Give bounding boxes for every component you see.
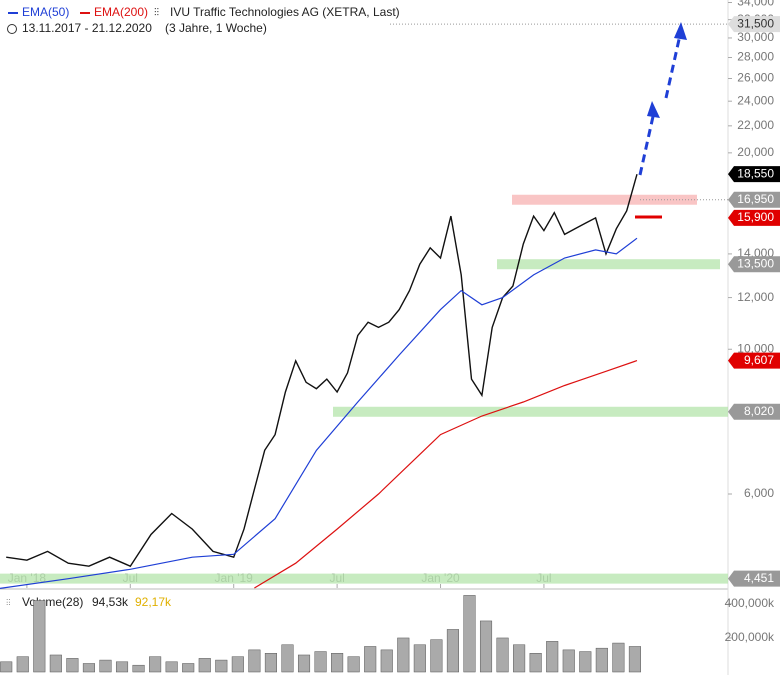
price-tag (728, 191, 780, 208)
y-tick-label: 26,000 (737, 71, 774, 85)
ema-line (0, 237, 638, 589)
y-tick-label: 6,000 (744, 486, 774, 500)
volume-now: 94,53k (92, 595, 129, 609)
clock-icon (7, 24, 17, 34)
volume-bar (314, 651, 327, 673)
y-tick-label: 200,000k (725, 630, 775, 644)
volume-bar (182, 663, 195, 673)
y-tick-label: 12,000 (737, 290, 774, 304)
volume-bar (562, 649, 575, 673)
price-tag (728, 403, 780, 420)
price-tag-label: 13,500 (737, 256, 774, 270)
volume-bar (496, 637, 509, 673)
legend-label: EMA(50) (22, 5, 69, 19)
price-tag-label: 8,020 (744, 404, 774, 418)
price-tag-label: 4,451 (744, 571, 774, 585)
volume-bar (49, 654, 62, 673)
price-tag (728, 352, 780, 369)
volume-bar (165, 661, 178, 673)
volume-bar (513, 644, 526, 673)
volume-bar (16, 656, 29, 673)
volume-bar (331, 653, 344, 673)
chart-title: IVU Traffic Technologies AG (XETRA, Last… (170, 5, 400, 19)
volume-bar (546, 641, 559, 673)
volume-bar (264, 653, 277, 673)
volume-bar (628, 646, 641, 673)
volume-bar (66, 658, 79, 673)
price-tag-label: 16,950 (737, 192, 774, 206)
y-tick-label: 10,000 (737, 341, 774, 355)
volume-bar (132, 664, 145, 673)
volume-bar (198, 658, 211, 673)
support-zone (497, 259, 720, 270)
volume-bar (595, 647, 608, 673)
volume-bar (364, 646, 377, 673)
volume-bar (33, 600, 46, 673)
volume-bar (579, 651, 592, 673)
volume-icon: ⫶⫶ (6, 597, 11, 607)
price-tag-label: 31,500 (737, 16, 774, 30)
y-tick-label: 22,000 (737, 118, 774, 132)
volume-bar (149, 656, 162, 673)
period: (3 Jahre, 1 Woche) (165, 21, 267, 35)
price-tag (728, 16, 780, 33)
price-tag-label: 15,900 (737, 210, 774, 224)
volume-bar (380, 649, 393, 673)
y-tick-label: 24,000 (737, 93, 774, 107)
legend-icon: ⫶⫶ (154, 8, 159, 19)
volume-bar (479, 620, 493, 673)
volume-bar (99, 659, 112, 673)
volume-bar (281, 644, 294, 673)
arrow-head (674, 22, 687, 40)
volume-bar (397, 637, 410, 673)
y-tick-label: 30,000 (737, 30, 774, 44)
volume-avg: 92,17k (135, 595, 172, 609)
support-zone (333, 406, 728, 417)
price-tag (728, 256, 780, 273)
forecast-arrow (664, 34, 682, 99)
y-tick-label: 20,000 (737, 145, 774, 159)
volume-bar (413, 644, 426, 673)
ema-line (254, 360, 638, 589)
volume-bar (82, 663, 95, 673)
volume-bar (612, 642, 625, 673)
volume-bar (231, 656, 244, 673)
y-tick-label: 34,000 (737, 0, 774, 9)
volume-bar (297, 654, 311, 673)
price-tag (728, 166, 780, 183)
support-zone (512, 194, 697, 205)
forecast-arrow (638, 111, 656, 176)
volume-bar (0, 661, 13, 673)
legend-label: EMA(200) (94, 5, 148, 19)
volume-bar (529, 653, 542, 673)
subtitle: 13.11.2017 - 21.12.2020 (22, 21, 152, 35)
volume-bar (215, 659, 228, 673)
support-zone (0, 573, 728, 584)
volume-bar (115, 661, 129, 673)
price-tag-label: 9,607 (744, 353, 774, 367)
price-tag-label: 18,550 (737, 166, 774, 180)
price-tag (728, 209, 780, 226)
arrow-head (647, 101, 660, 118)
volume-bar (463, 595, 476, 673)
volume-bar (347, 656, 360, 673)
volume-bar (446, 629, 459, 673)
price-tag (728, 570, 780, 587)
y-tick-label: 28,000 (737, 50, 774, 64)
volume-bar (430, 639, 443, 673)
price-line (6, 174, 638, 568)
y-tick-label: 400,000k (725, 596, 775, 610)
volume-bar (248, 649, 261, 673)
volume-title: Volume(28) (22, 595, 83, 609)
